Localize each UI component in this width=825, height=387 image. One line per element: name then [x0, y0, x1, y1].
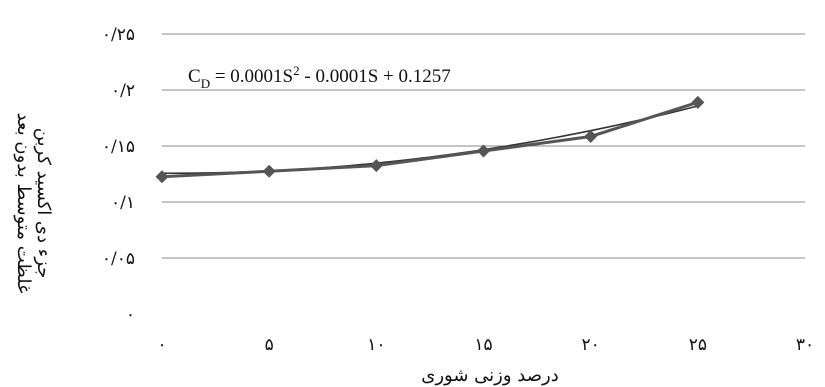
- y-axis-title-line2: جزء دی اکسید کربن: [33, 128, 54, 279]
- y-tick-label-2: ۰/۱: [111, 193, 135, 213]
- y-tick-label-0: ۰: [126, 305, 135, 325]
- y-axis-title: غلظت متوسط بدون بعد جزء دی اکسید کربن: [13, 112, 54, 293]
- y-tick-labels: ۰ ۰/۰۵ ۰/۱ ۰/۱۵ ۰/۲ ۰/۲۵: [102, 25, 135, 325]
- data-point-4: [584, 129, 598, 143]
- data-point-2: [369, 159, 383, 173]
- series-line-0: [161, 100, 699, 179]
- trendline-curve: [161, 105, 699, 175]
- data-point-3: [477, 144, 490, 158]
- data-series: [155, 95, 705, 184]
- x-tick-label-6: ۳۰: [796, 335, 814, 355]
- data-point-5: [691, 95, 705, 109]
- eq-suffix: - 0.0001S + 0.1257: [300, 66, 451, 87]
- y-tick-label-4: ۰/۲: [111, 81, 135, 101]
- x-tick-label-3: ۱۵: [474, 335, 492, 355]
- trendline: [161, 105, 699, 175]
- x-tick-labels: ۰ ۵ ۱۰ ۱۵ ۲۰ ۲۵ ۳۰: [157, 335, 814, 355]
- x-tick-label-0: ۰: [157, 335, 166, 355]
- x-tick-label-4: ۲۰: [582, 335, 600, 355]
- data-point-1: [262, 164, 276, 178]
- x-tick-label-2: ۱۰: [367, 335, 385, 355]
- x-tick-label-1: ۵: [265, 335, 274, 355]
- eq-subscript: D: [201, 76, 210, 91]
- eq-superscript: 2: [293, 63, 300, 78]
- y-tick-label-1: ۰/۰۵: [102, 249, 135, 269]
- data-point-0: [155, 170, 169, 184]
- y-tick-label-3: ۰/۱۵: [102, 137, 135, 157]
- x-tick-label-5: ۲۵: [689, 335, 707, 355]
- x-axis-title: درصد وزنی شوری: [421, 365, 558, 386]
- y-tick-label-5: ۰/۲۵: [102, 25, 135, 45]
- y-axis-title-line1: غلظت متوسط بدون بعد: [13, 112, 34, 293]
- trendline-equation: CD = 0.0001S2 - 0.0001S + 0.1257: [188, 63, 451, 91]
- eq-mid: = 0.0001S: [210, 66, 293, 87]
- eq-prefix: C: [188, 66, 201, 87]
